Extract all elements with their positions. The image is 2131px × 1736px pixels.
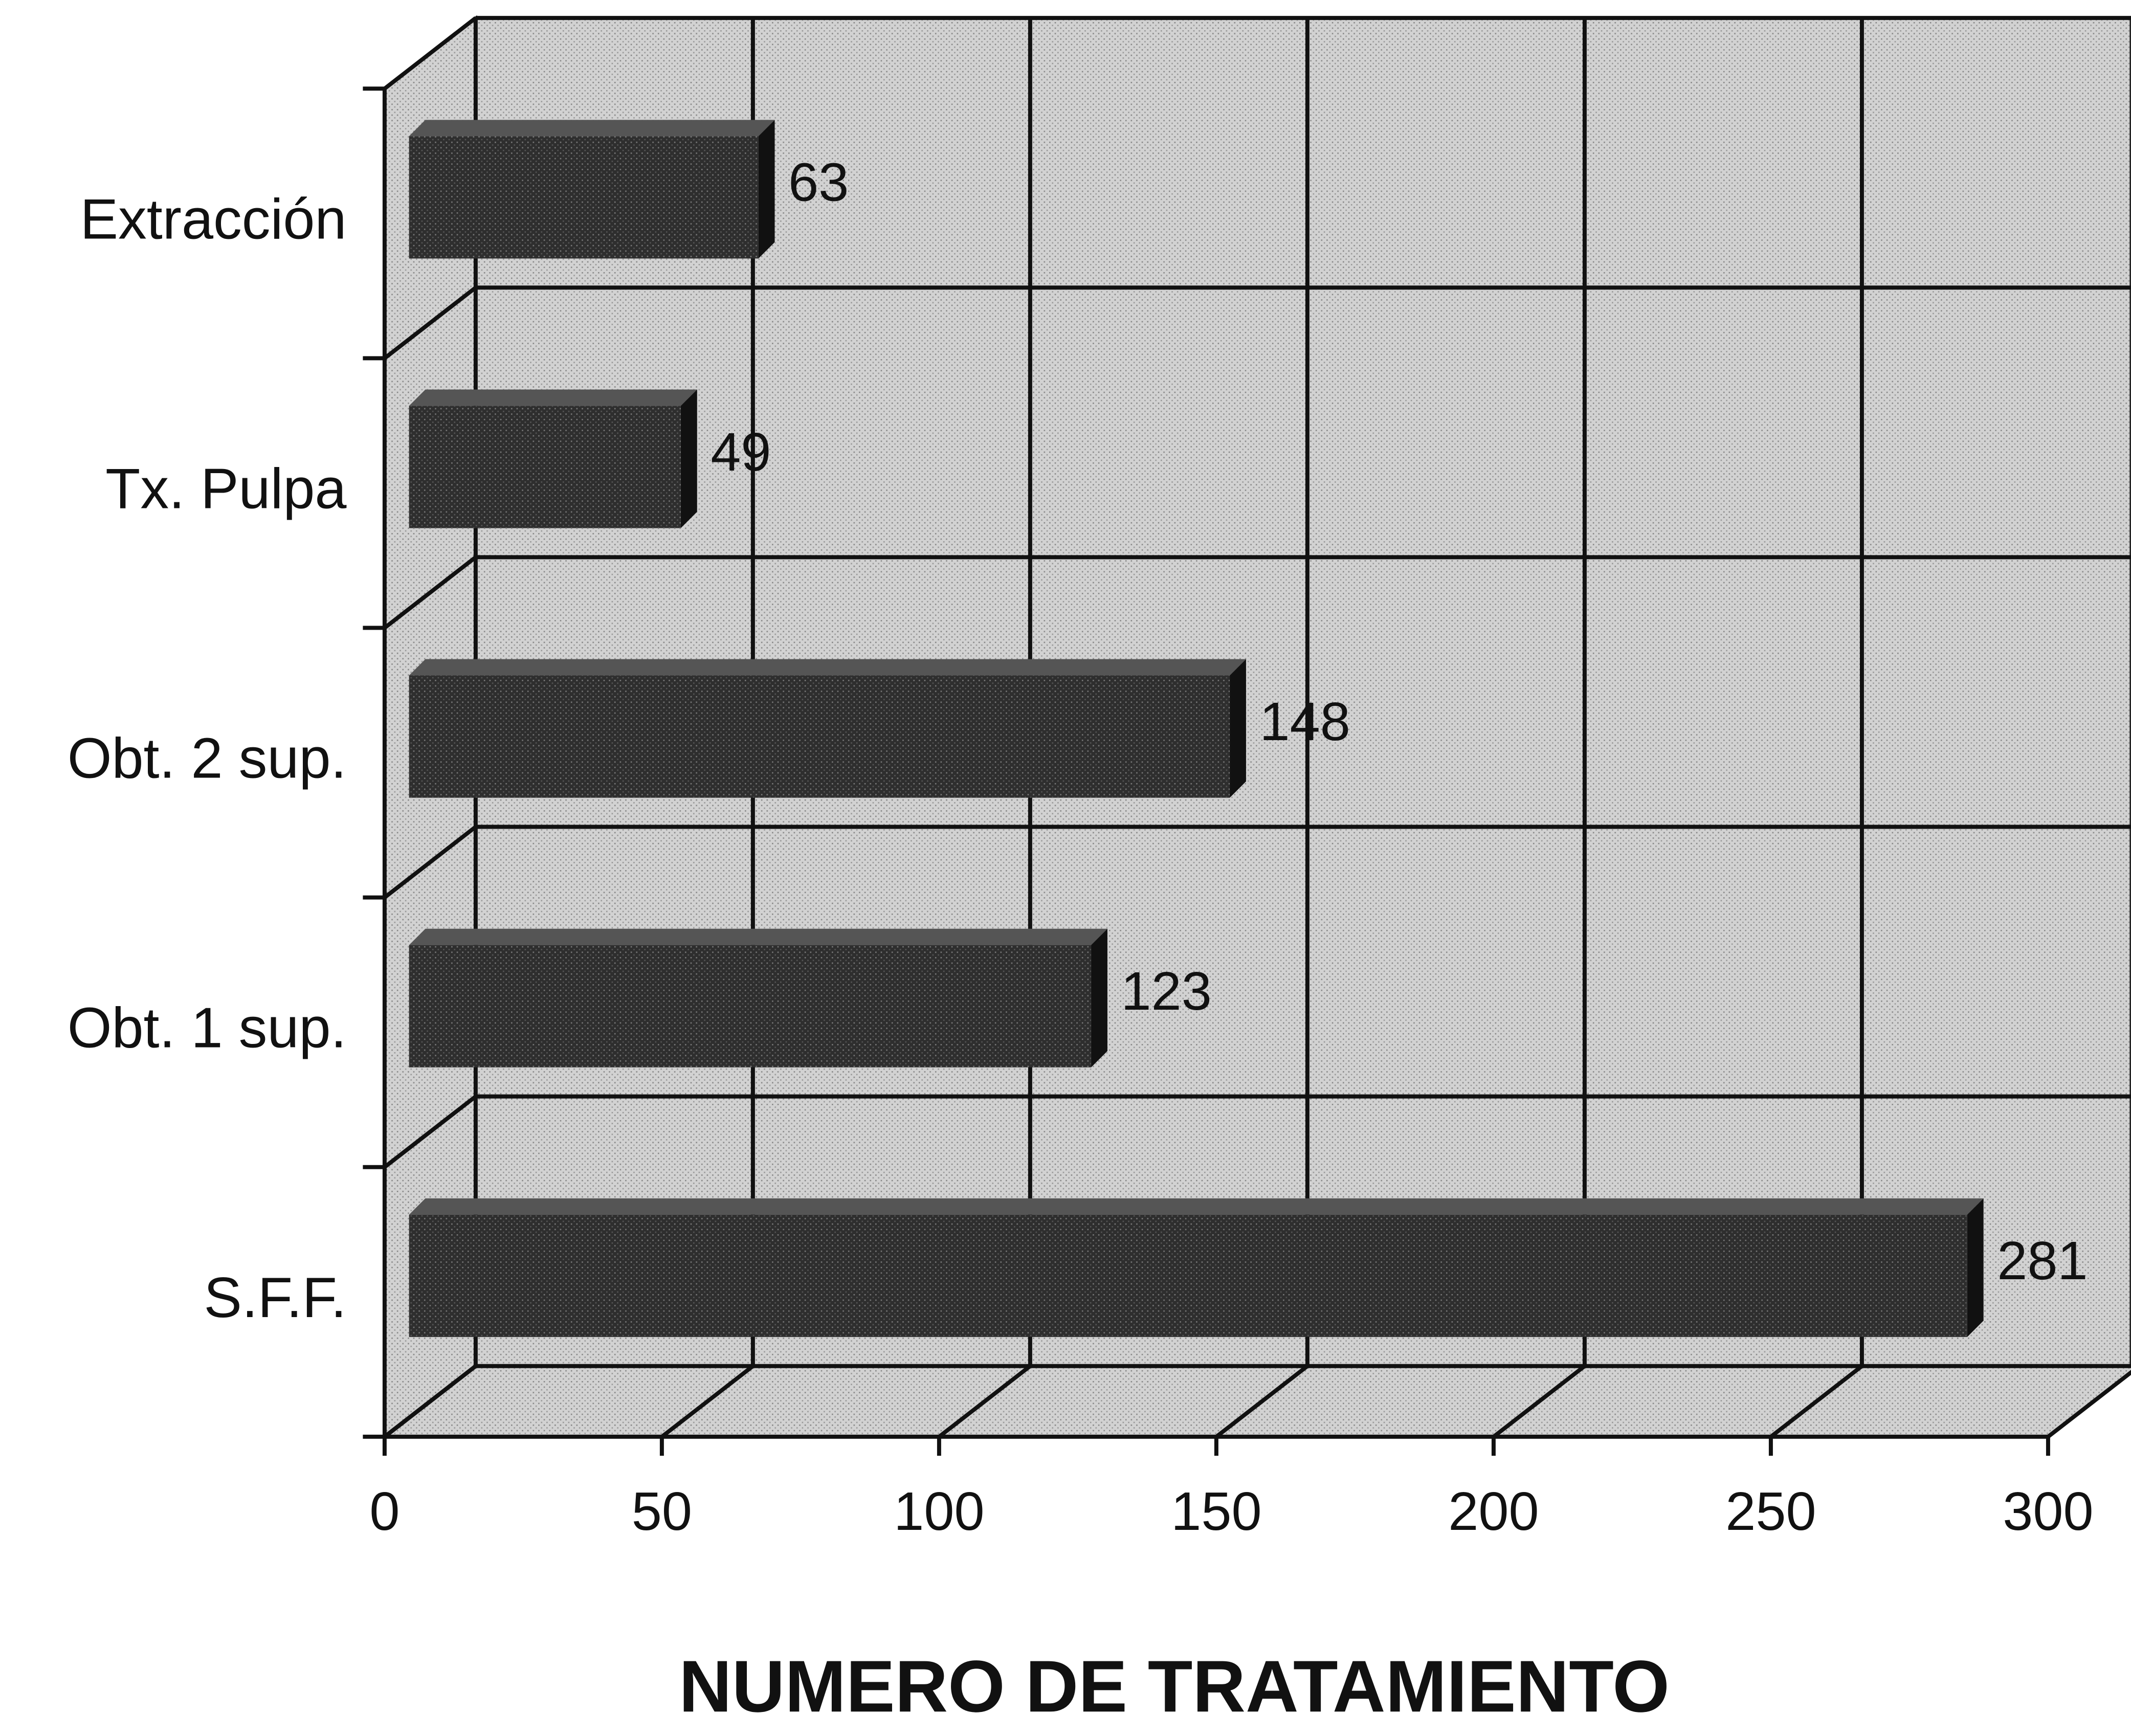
floor-grid-line: [1769, 1364, 1863, 1439]
data-label: 63: [788, 152, 849, 213]
bar-top: [409, 659, 1246, 676]
data-label: 123: [1121, 961, 1212, 1021]
floor-grid-line: [938, 1364, 1032, 1439]
bar: [409, 945, 1092, 1067]
floor-grid-line: [660, 1364, 754, 1439]
bar: [409, 406, 681, 528]
x-tick-label: 200: [1448, 1481, 1539, 1542]
category-wall-line: [383, 16, 477, 91]
data-label: 49: [711, 421, 771, 482]
x-tick-label: 0: [369, 1481, 399, 1542]
bar: [409, 675, 1230, 798]
floor: [381, 1365, 2131, 1438]
x-axis-title: NUMERO DE TRATAMIENTO: [679, 1645, 1670, 1727]
x-tick-label: 100: [894, 1481, 984, 1542]
x-tick-label: 50: [632, 1481, 692, 1542]
bar-end: [1230, 659, 1246, 798]
y-tick-label: Extracción: [80, 187, 347, 251]
floor-grid-line: [1215, 1364, 1309, 1439]
bar-top: [409, 928, 1107, 945]
bar-top: [409, 389, 697, 406]
category-wall-line: [383, 825, 477, 899]
y-tick-label: Obt. 1 sup.: [68, 996, 347, 1060]
category-wall-line: [383, 555, 477, 630]
x-tick-label: 150: [1171, 1481, 1261, 1542]
y-tick-label: S.F.F.: [204, 1265, 347, 1329]
x-tick-label: 300: [2003, 1481, 2093, 1542]
floor-grid-line: [1492, 1364, 1586, 1439]
category-wall-line: [383, 286, 477, 360]
y-tick-label: Tx. Pulpa: [105, 456, 347, 520]
bar-end: [1091, 928, 1107, 1067]
data-label: 281: [1997, 1230, 2088, 1291]
category-wall-line: [383, 1095, 477, 1169]
bar-top: [409, 120, 775, 137]
bar: [409, 1214, 1967, 1337]
bar-end: [1967, 1198, 1984, 1337]
floor-grid-line: [2047, 1370, 2131, 1439]
bar-end: [758, 120, 775, 259]
x-tick-label: 250: [1725, 1481, 1816, 1542]
bar-top: [409, 1198, 1984, 1215]
data-label: 148: [1260, 691, 1350, 752]
bar: [409, 136, 759, 259]
y-tick-label: Obt. 2 sup.: [68, 726, 347, 790]
floor-grid-line: [383, 1364, 477, 1439]
bar-end: [680, 389, 697, 528]
